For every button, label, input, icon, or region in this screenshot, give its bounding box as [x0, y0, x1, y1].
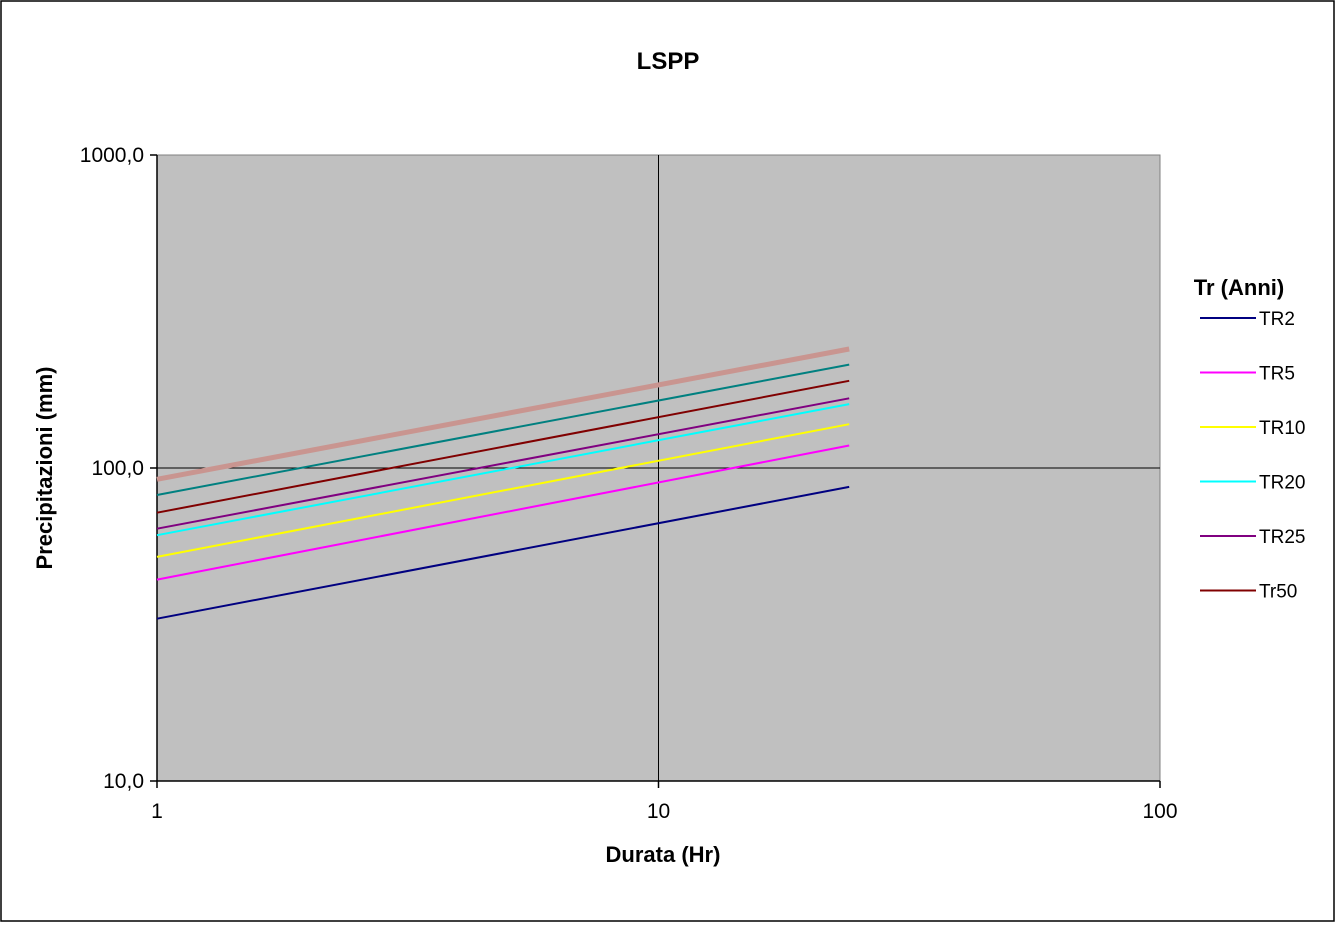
legend-label-tr10: TR10 [1259, 418, 1305, 439]
series-line-unnamed-7 [156, 346, 850, 482]
legend-label-tr25: TR25 [1259, 527, 1305, 548]
axis-layer: 1 10 100 10,0 100,0 1000,0 [80, 144, 1178, 823]
x-tick-label: 1 [151, 800, 163, 823]
x-tick-label: 100 [1142, 800, 1177, 823]
series-line-unnamed-6 [156, 363, 850, 496]
legend-title: Tr (Anni) [1194, 275, 1284, 300]
legend-label-tr20: TR20 [1259, 473, 1305, 494]
y-tick-label: 10,0 [103, 770, 144, 793]
y-axis-label: Precipitazioni (mm) [32, 367, 57, 570]
series-layer [156, 346, 850, 620]
chart-title: LSPP [637, 48, 700, 75]
legend-label-tr2: TR2 [1259, 309, 1295, 330]
legend: Tr (Anni) TR2 TR5 TR10 TR20 TR25 Tr50 [1194, 275, 1306, 603]
x-tick-label: 10 [647, 800, 670, 823]
series-line-tr50 [156, 379, 850, 514]
grid-layer [157, 155, 1160, 781]
series-line-tr20 [156, 403, 850, 537]
x-axis-label: Durata (Hr) [606, 842, 721, 867]
series-line-tr10 [156, 423, 850, 558]
series-line-tr25 [156, 397, 850, 530]
legend-label-tr50: Tr50 [1259, 582, 1297, 603]
y-tick-label: 1000,0 [80, 144, 144, 167]
y-tick-label: 100,0 [91, 457, 144, 480]
series-line-tr2 [156, 485, 850, 620]
series-line-tr5 [156, 444, 850, 581]
legend-label-tr5: TR5 [1259, 364, 1295, 385]
